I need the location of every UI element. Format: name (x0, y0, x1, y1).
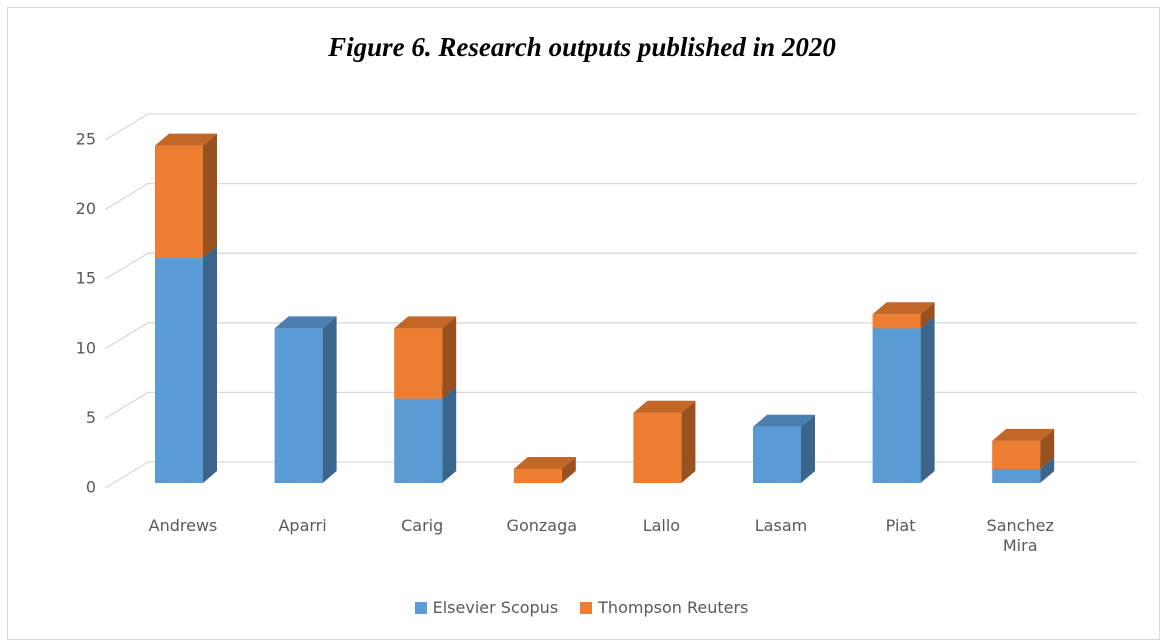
bar-side (920, 316, 935, 483)
x-tick-label: Lasam (754, 516, 808, 535)
grid-line (104, 461, 1137, 489)
y-tick-label: 25 (76, 130, 96, 149)
bar-side (920, 302, 935, 329)
bar (394, 328, 443, 399)
bar-top (633, 400, 696, 413)
y-tick-label: 15 (76, 269, 96, 288)
y-tick-label: 0 (86, 478, 96, 497)
legend-item: Thompson Reuters (580, 598, 748, 617)
x-tick-label: Lallo (642, 516, 681, 535)
x-tick-label: Andrews (148, 516, 218, 535)
bar-top (513, 456, 576, 469)
bar-side (561, 456, 576, 483)
bar (155, 258, 203, 483)
x-tick-label: Gonzaga (506, 516, 578, 535)
bar-top (394, 316, 457, 329)
bar (633, 412, 682, 483)
grid-line (104, 182, 1137, 211)
grid-line (104, 391, 1137, 419)
legend-swatch (414, 601, 427, 614)
bar-top (872, 302, 935, 315)
bar-side (1040, 428, 1055, 469)
bar-side (1040, 456, 1055, 483)
grid-line (104, 252, 1137, 280)
bar-side (203, 246, 217, 483)
y-tick-label: 5 (86, 408, 96, 427)
bar (753, 426, 801, 483)
x-tick-label: Sanchez Mira (986, 516, 1054, 555)
bar-top (155, 133, 217, 146)
y-tick-label: 10 (76, 338, 96, 357)
bar (872, 328, 921, 483)
bar (155, 145, 203, 259)
legend-swatch (580, 601, 593, 614)
legend: Elsevier Scopus Thompson Reuters (0, 598, 1163, 617)
bar-side (203, 133, 217, 259)
legend-label: Elsevier Scopus (432, 598, 559, 617)
chart-border (7, 7, 1160, 640)
bar (992, 468, 1041, 483)
bar-side (442, 316, 457, 399)
bar (394, 398, 443, 483)
x-tick-label: Carig (401, 516, 444, 535)
x-tick-label: Piat (885, 516, 916, 535)
legend-label: Thompson Reuters (598, 598, 749, 617)
bar-top (753, 414, 815, 427)
bar (872, 314, 921, 329)
y-tick-label: 20 (76, 199, 96, 218)
bar-side (681, 400, 696, 483)
bar-side (801, 414, 815, 483)
bar-top (992, 428, 1055, 441)
bar (992, 440, 1041, 469)
bar (274, 328, 323, 483)
bar-side (442, 386, 457, 483)
legend-item: Elsevier Scopus (414, 598, 559, 617)
x-tick-label: Aparri (278, 516, 327, 535)
grid-line (104, 322, 1137, 350)
bar (513, 468, 562, 483)
chart-title: Figure 6. Research outputs published in … (327, 32, 836, 62)
bar-side (322, 316, 337, 483)
bar-top (274, 316, 337, 329)
grid-line (104, 113, 1137, 141)
